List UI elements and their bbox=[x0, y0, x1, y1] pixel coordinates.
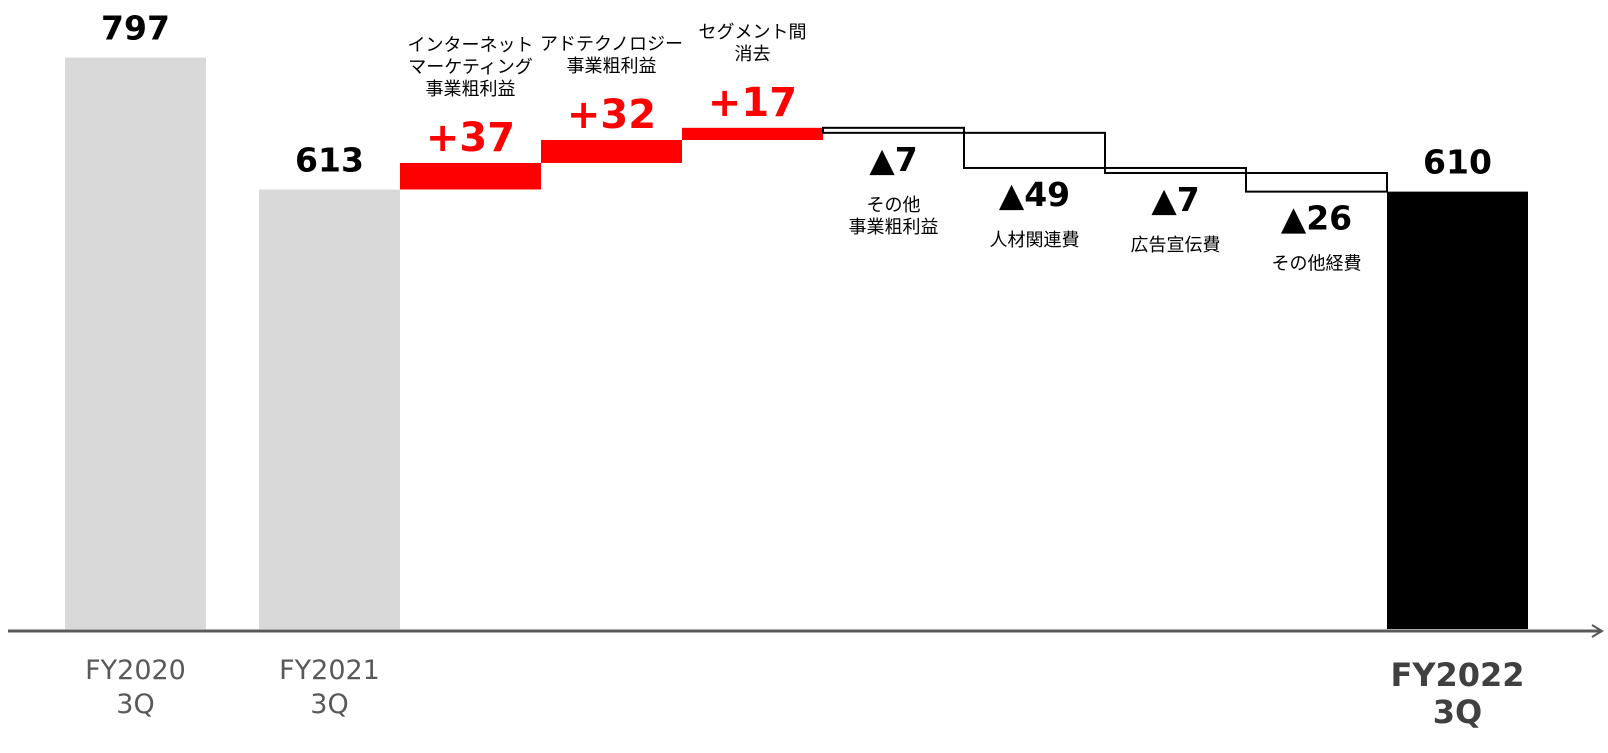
category-label: FY2021 bbox=[279, 655, 380, 686]
delta-name-label: アドテクノロジー bbox=[540, 34, 683, 55]
category-label: FY2022 bbox=[1390, 656, 1524, 694]
delta-name-label: インターネット bbox=[408, 35, 534, 56]
decrease-bar bbox=[1245, 171, 1388, 193]
delta-value-label: ▲49 bbox=[999, 175, 1070, 214]
delta-name-label: 広告宣伝費 bbox=[1131, 235, 1221, 256]
delta-name-label: その他 bbox=[867, 195, 921, 216]
bar-value-label: 797 bbox=[101, 9, 170, 48]
category-label: FY2020 bbox=[85, 655, 186, 686]
decrease-bar bbox=[822, 126, 965, 134]
increase-bar bbox=[400, 162, 541, 190]
delta-name-label: その他経費 bbox=[1272, 254, 1362, 275]
increase-bar bbox=[682, 127, 823, 141]
delta-value-label: +17 bbox=[708, 80, 797, 126]
delta-name-label: マーケティング bbox=[408, 57, 533, 78]
delta-name-label: 消去 bbox=[735, 44, 771, 65]
delta-value-label: ▲7 bbox=[869, 140, 917, 179]
delta-value-label: ▲26 bbox=[1281, 199, 1352, 238]
delta-name-label: セグメント間 bbox=[699, 22, 807, 43]
delta-name-label: 事業粗利益 bbox=[849, 217, 939, 238]
bar-value-label: 610 bbox=[1423, 143, 1492, 182]
delta-value-label: ▲7 bbox=[1151, 180, 1199, 219]
decrease-bar bbox=[1104, 166, 1247, 174]
delta-value-label: +37 bbox=[426, 115, 515, 161]
total-bar bbox=[65, 57, 206, 629]
bar-value-label: 613 bbox=[295, 140, 364, 179]
delta-value-label: +32 bbox=[567, 92, 656, 138]
category-label: 3Q bbox=[310, 689, 348, 720]
category-label: 3Q bbox=[116, 689, 154, 720]
decrease-bar bbox=[963, 131, 1106, 169]
category-label: 3Q bbox=[1433, 693, 1482, 731]
increase-bar bbox=[541, 140, 682, 163]
delta-name-label: 人材関連費 bbox=[990, 230, 1080, 251]
delta-name-label: 事業粗利益 bbox=[426, 79, 516, 100]
x-axis-arrow-icon bbox=[1591, 624, 1604, 638]
delta-name-label: 事業粗利益 bbox=[567, 56, 657, 77]
total-bar bbox=[259, 189, 400, 629]
total-bar bbox=[1387, 191, 1528, 629]
